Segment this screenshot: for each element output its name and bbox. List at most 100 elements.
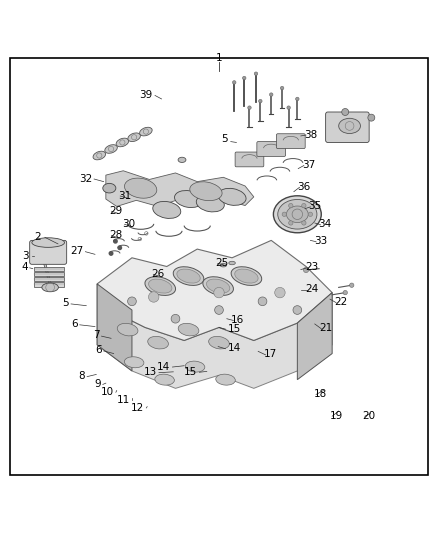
Ellipse shape	[155, 374, 174, 385]
Circle shape	[254, 72, 258, 76]
Text: 8: 8	[78, 371, 85, 381]
Circle shape	[280, 86, 284, 90]
Ellipse shape	[148, 336, 168, 349]
Ellipse shape	[116, 138, 129, 147]
Text: 16: 16	[231, 315, 244, 325]
Text: 25: 25	[215, 258, 229, 268]
Ellipse shape	[153, 201, 181, 219]
Text: 17: 17	[263, 350, 277, 359]
Circle shape	[171, 314, 180, 323]
Circle shape	[293, 305, 302, 314]
Polygon shape	[106, 171, 254, 206]
Circle shape	[110, 252, 113, 255]
Text: 10: 10	[101, 387, 114, 397]
Text: 34: 34	[318, 219, 332, 229]
Circle shape	[148, 292, 159, 302]
Polygon shape	[97, 284, 332, 389]
Circle shape	[287, 106, 290, 109]
Text: 39: 39	[140, 90, 153, 100]
Circle shape	[258, 99, 262, 103]
Text: 29: 29	[110, 206, 123, 216]
Circle shape	[243, 76, 246, 80]
Ellipse shape	[128, 133, 141, 142]
Circle shape	[289, 204, 293, 208]
Circle shape	[233, 80, 236, 84]
Ellipse shape	[145, 277, 176, 295]
Text: 35: 35	[308, 201, 321, 212]
Circle shape	[269, 93, 273, 96]
Ellipse shape	[93, 151, 106, 160]
Ellipse shape	[117, 324, 138, 336]
Text: 30: 30	[122, 219, 135, 229]
Ellipse shape	[339, 118, 360, 134]
Ellipse shape	[286, 206, 308, 223]
Circle shape	[118, 246, 121, 249]
Ellipse shape	[206, 279, 230, 293]
Text: 20: 20	[363, 411, 376, 421]
Text: 14: 14	[157, 361, 170, 372]
Ellipse shape	[273, 196, 321, 233]
Ellipse shape	[178, 324, 199, 336]
Ellipse shape	[278, 199, 317, 229]
Circle shape	[258, 297, 267, 305]
Ellipse shape	[173, 266, 204, 285]
Text: 6: 6	[71, 319, 78, 329]
Ellipse shape	[124, 178, 157, 198]
FancyBboxPatch shape	[30, 240, 67, 264]
Ellipse shape	[216, 374, 235, 385]
Text: 6: 6	[95, 345, 102, 356]
Circle shape	[289, 221, 293, 225]
Ellipse shape	[208, 336, 230, 349]
Text: 22: 22	[334, 297, 347, 307]
Ellipse shape	[203, 277, 233, 295]
Circle shape	[248, 106, 251, 109]
FancyBboxPatch shape	[325, 112, 369, 142]
Text: 15: 15	[184, 367, 197, 377]
Circle shape	[214, 287, 224, 298]
Text: 32: 32	[79, 174, 92, 183]
Polygon shape	[97, 284, 132, 371]
Text: 3: 3	[22, 251, 28, 261]
FancyBboxPatch shape	[34, 266, 64, 271]
Ellipse shape	[140, 127, 152, 136]
Ellipse shape	[174, 190, 202, 207]
Circle shape	[343, 290, 347, 295]
Text: 13: 13	[144, 367, 157, 377]
Circle shape	[350, 283, 354, 287]
Circle shape	[215, 305, 223, 314]
Text: 9: 9	[94, 379, 101, 389]
Text: 2: 2	[34, 232, 41, 242]
Text: 27: 27	[70, 246, 83, 256]
Circle shape	[114, 239, 117, 243]
FancyBboxPatch shape	[257, 142, 286, 156]
Text: 24: 24	[305, 284, 318, 294]
Polygon shape	[297, 293, 332, 379]
Text: 23: 23	[305, 262, 318, 272]
Circle shape	[302, 221, 306, 225]
Text: 1: 1	[215, 53, 223, 63]
Text: 37: 37	[302, 160, 315, 170]
Text: 4: 4	[22, 262, 28, 272]
Text: 18: 18	[314, 389, 327, 399]
Ellipse shape	[231, 266, 262, 285]
Circle shape	[304, 268, 309, 272]
Ellipse shape	[178, 157, 186, 163]
Text: 5: 5	[62, 298, 69, 309]
Ellipse shape	[42, 283, 58, 292]
Circle shape	[127, 297, 136, 305]
FancyBboxPatch shape	[235, 152, 264, 167]
FancyBboxPatch shape	[276, 134, 305, 149]
Text: 14: 14	[228, 343, 241, 353]
Text: 5: 5	[221, 134, 228, 144]
Text: 21: 21	[319, 324, 332, 333]
FancyBboxPatch shape	[34, 282, 64, 287]
Ellipse shape	[177, 269, 200, 283]
Text: 7: 7	[93, 330, 99, 340]
Polygon shape	[97, 240, 332, 341]
Ellipse shape	[190, 182, 222, 200]
Circle shape	[342, 109, 349, 116]
Circle shape	[296, 97, 299, 101]
Ellipse shape	[32, 238, 64, 247]
Ellipse shape	[124, 357, 144, 368]
Ellipse shape	[105, 144, 117, 154]
